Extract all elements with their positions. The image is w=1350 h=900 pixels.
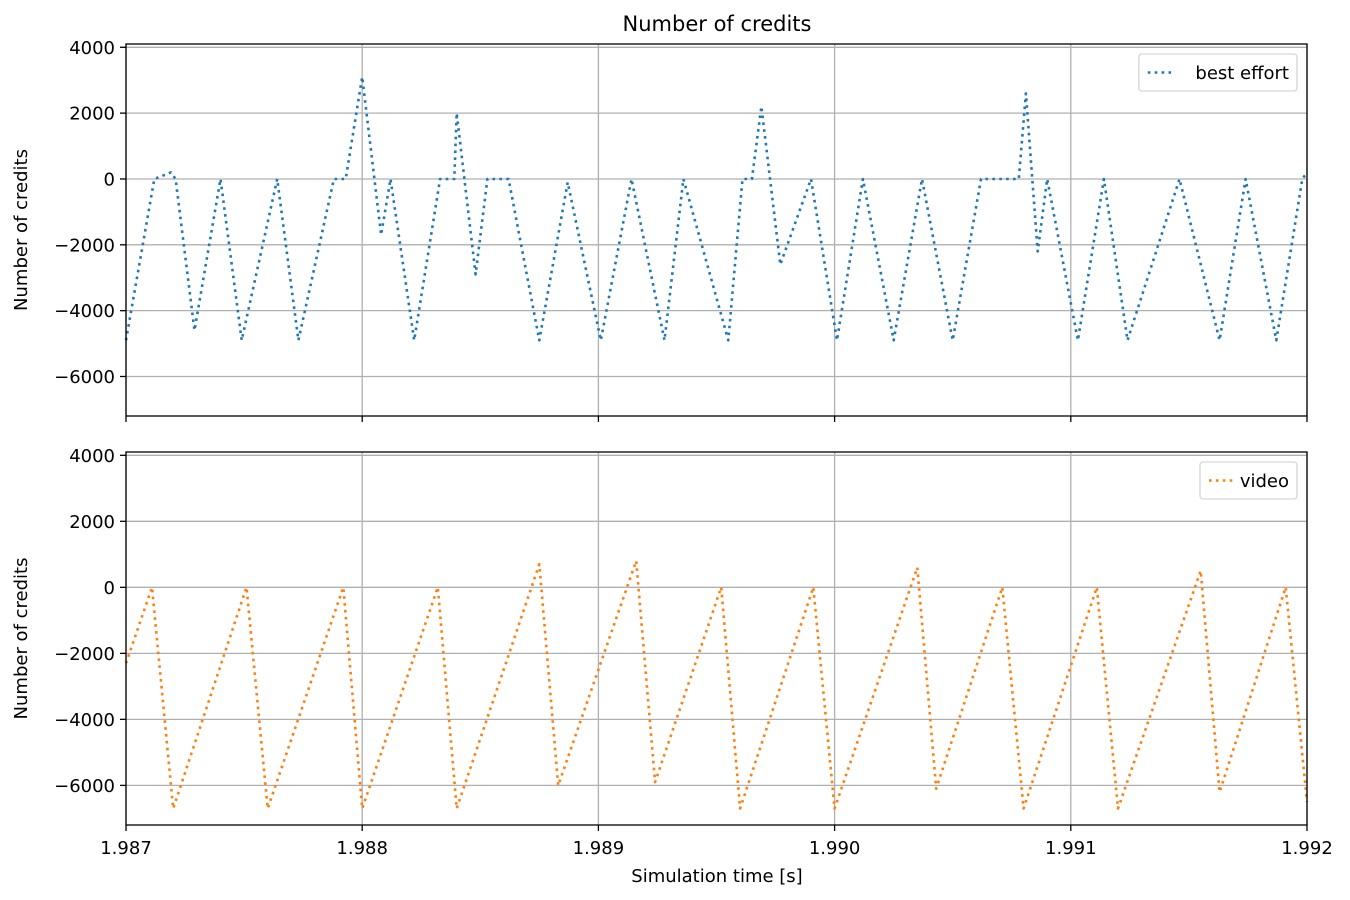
x-tick-label: 1.992	[1281, 838, 1333, 859]
panel-2-y-tick-label: −4000	[54, 710, 115, 731]
panel-2-y-axis-title: Number of credits	[11, 558, 32, 720]
x-tick-label: 1.991	[1045, 838, 1097, 859]
panel-1-legend: best effort	[1138, 53, 1298, 92]
panel-1-y-tick-label: −2000	[54, 235, 115, 256]
panel-1-y-tick-label: 4000	[69, 38, 115, 59]
panel-1-y-tick-label: −6000	[54, 367, 115, 388]
panel-2-y-tick-label: 4000	[69, 446, 115, 467]
x-axis-title: Simulation time [s]	[631, 866, 802, 887]
panel-1-y-tick-label: 2000	[69, 104, 115, 125]
x-tick-label: 1.990	[809, 838, 861, 859]
legend-box	[1138, 53, 1298, 92]
panel-2-y-tick-label: 2000	[69, 512, 115, 533]
panel-best-effort: 4000 2000 0 −2000 −4000 −6000 Number of credit…	[11, 38, 1309, 422]
x-tick-label: 1.987	[100, 838, 152, 859]
series-line-best-effort	[124, 75, 1309, 342]
panel-2-y-tick-label: 0	[104, 578, 115, 599]
legend-label: video	[1240, 471, 1289, 492]
panel-1-y-tick-label: −4000	[54, 301, 115, 322]
panel-2-y-tick-label: −2000	[54, 644, 115, 665]
chart-title: Number of credits	[623, 12, 812, 36]
x-tick-label: 1.988	[336, 838, 388, 859]
panel-1-frame	[125, 43, 1308, 417]
panel-1-y-axis-title: Number of credits	[11, 149, 32, 311]
series-line-video	[124, 559, 1309, 810]
legend-box	[1199, 461, 1298, 500]
panel-video: 1.987 1.988 1.989 1.990 1.991 1.992 4000 2000 0 −…	[11, 446, 1333, 859]
panel-2-frame	[125, 451, 1308, 826]
x-tick-label: 1.989	[573, 838, 625, 859]
panel-1-y-tick-label: 0	[104, 169, 115, 190]
legend-label: best effort	[1195, 63, 1289, 84]
panel-2-y-tick-label: −6000	[54, 776, 115, 797]
panel-2-legend: video	[1199, 461, 1298, 500]
